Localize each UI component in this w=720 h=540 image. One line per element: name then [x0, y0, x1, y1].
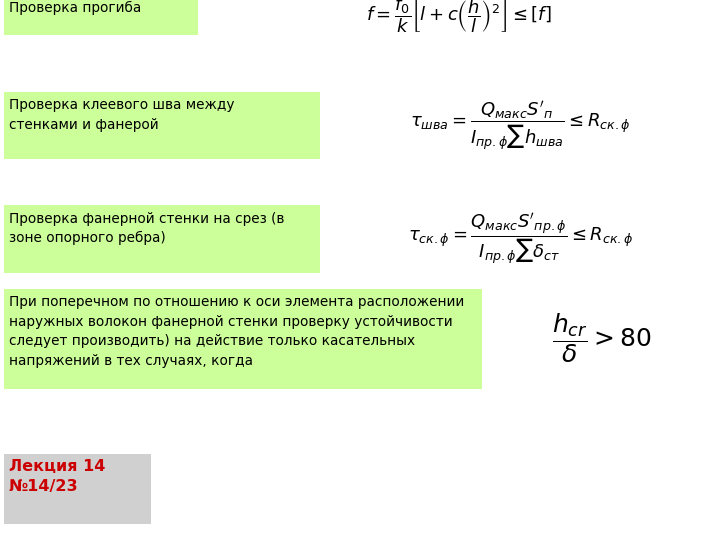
Text: $\tau_{шва} = \dfrac{Q_{макс}S'_{п}}{I_{пр.\phi}\sum h_{шва}} \leq R_{ск.\phi}$: $\tau_{шва} = \dfrac{Q_{макс}S'_{п}}{I_{…: [410, 99, 631, 152]
Text: Проверка фанерной стенки на срез (в
зоне опорного ребра): Проверка фанерной стенки на срез (в зоне…: [9, 212, 284, 245]
Text: $\tau_{ск.\phi} = \dfrac{Q_{макс}S'_{пр.\phi}}{I_{пр.\phi}\sum\delta_{ст}} \leq : $\tau_{ск.\phi} = \dfrac{Q_{макс}S'_{пр.…: [408, 211, 633, 267]
Text: Проверка клеевого шва между
стенками и фанерой: Проверка клеевого шва между стенками и ф…: [9, 98, 235, 132]
Text: $f = \dfrac{f_0}{k}\left[l + c\left(\dfrac{h}{l}\right)^2\right] \leq [f]$: $f = \dfrac{f_0}{k}\left[l + c\left(\dfr…: [366, 0, 552, 35]
FancyBboxPatch shape: [4, 205, 320, 273]
FancyBboxPatch shape: [4, 454, 151, 524]
Text: Лекция 14
№14/23: Лекция 14 №14/23: [9, 459, 105, 495]
FancyBboxPatch shape: [4, 289, 482, 389]
FancyBboxPatch shape: [4, 0, 198, 35]
Text: При поперечном по отношению к оси элемента расположении
наружных волокон фанерно: При поперечном по отношению к оси элемен…: [9, 295, 464, 368]
Text: $\dfrac{h_{cr}}{\delta} > 80$: $\dfrac{h_{cr}}{\delta} > 80$: [552, 312, 651, 366]
Text: Проверка прогиба: Проверка прогиба: [9, 1, 142, 15]
FancyBboxPatch shape: [4, 92, 320, 159]
